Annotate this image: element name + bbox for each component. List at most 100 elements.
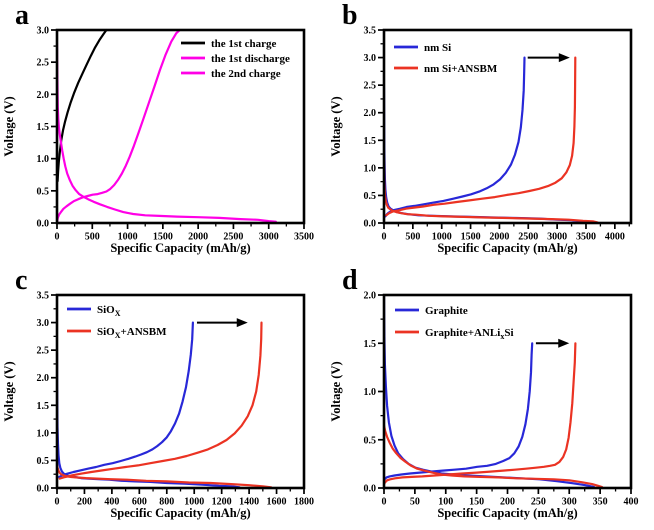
y-tick-label: 1.5 — [37, 122, 50, 133]
x-tick-label: 0 — [382, 497, 387, 508]
plot-frame — [55, 293, 306, 490]
major-ticks — [378, 29, 616, 229]
legend-label: SiOX+ANSBM — [97, 326, 167, 340]
chart-a-canvas: 0 500 1000 1500 2000 2500 3000 3500 0.0 0.5 1.0 1.5… — [2, 26, 315, 256]
y-tick-label: 1.0 — [364, 163, 377, 174]
x-tick-label: 1000 — [184, 497, 204, 508]
y-tick-label: 3.5 — [364, 26, 377, 37]
x-tick-label: 2000 — [489, 232, 509, 243]
series-nm-si-discharge — [383, 86, 586, 224]
x-tick-label: 0 — [55, 232, 60, 243]
legend: nm Si nm Si+ANSBM — [394, 42, 498, 75]
x-tick-label: 1400 — [239, 497, 259, 508]
legend-label: the 2nd charge — [211, 68, 281, 80]
y-tick-label: 2.5 — [37, 58, 50, 69]
x-tick-label: 4000 — [605, 232, 625, 243]
y-tick-label: 0.0 — [364, 219, 377, 230]
panel-c-letter: c — [15, 265, 28, 296]
x-tick-label: 1600 — [267, 497, 287, 508]
panel-d: 0 50 100 150 200 250 300 350 400 0.0 0.5 1.0 1.5 2.0 G… — [327, 265, 654, 530]
series-the-1st-discharge — [56, 41, 277, 223]
panel-c: 0 200 400 600 800 1000 1200 1400 1600 1800 0.0 0.5 1… — [0, 265, 327, 530]
plot-frame — [382, 28, 633, 225]
y-tick-label: 1.5 — [364, 339, 377, 350]
y-axis-label: Voltage (V) — [2, 361, 16, 421]
x-tick-label: 200 — [77, 497, 92, 508]
x-tick-label: 300 — [562, 497, 577, 508]
y-tick-label: 0.5 — [37, 186, 50, 197]
x-axis-label: Specific Capacity (mAh/g) — [110, 506, 250, 520]
legend: SiOX SiOX+ANSBM — [67, 304, 167, 340]
major-ticks — [51, 294, 305, 494]
x-axis-label: Specific Capacity (mAh/g) — [437, 506, 577, 520]
x-tick-label: 400 — [104, 497, 119, 508]
plot-frame — [55, 28, 306, 225]
y-axis-label: Voltage (V) — [329, 361, 343, 421]
y-tick-label: 0.0 — [364, 484, 377, 495]
minor-ticks — [380, 318, 617, 492]
x-tick-label: 350 — [593, 497, 608, 508]
y-tick-label: 0.5 — [37, 456, 50, 467]
x-tick-label: 100 — [438, 497, 453, 508]
series-the-2nd-charge — [56, 28, 181, 223]
x-tick-label: 150 — [469, 497, 484, 508]
y-axis-label: Voltage (V) — [2, 96, 16, 156]
y-tick-label: 1.0 — [37, 154, 50, 165]
x-tick-label: 2500 — [223, 232, 243, 243]
major-ticks — [378, 294, 632, 494]
capacity-increase-arrow — [196, 318, 248, 328]
x-tick-label: 3500 — [576, 232, 596, 243]
y-tick-label: 2.0 — [364, 291, 377, 302]
x-tick-label: 600 — [132, 497, 147, 508]
legend: Graphite Graphite+ANLixSi — [395, 305, 514, 341]
x-tick-label: 200 — [500, 497, 515, 508]
y-tick-label: 2.0 — [37, 90, 50, 101]
capacity-increase-arrow — [535, 338, 570, 348]
y-tick-label: 0.5 — [364, 191, 377, 202]
x-tick-label: 50 — [410, 497, 420, 508]
y-tick-label: 1.5 — [37, 401, 50, 412]
x-tick-label: 0 — [55, 497, 60, 508]
x-tick-label: 400 — [624, 497, 639, 508]
y-tick-label: 2.0 — [364, 108, 377, 119]
y-tick-label: 2.5 — [37, 346, 50, 357]
y-tick-label: 0.0 — [37, 484, 50, 495]
legend: the 1st charge the 1st discharge the 2nd c… — [181, 38, 290, 80]
x-tick-label: 250 — [531, 497, 546, 508]
x-tick-label: 500 — [405, 232, 420, 243]
panel-d-letter: d — [342, 265, 358, 296]
series-graphite-charge — [383, 342, 534, 481]
tick-labels: 0 200 400 600 800 1000 1200 1400 1600 1800 0.0 0.5 1… — [37, 291, 315, 508]
x-axis-label: Specific Capacity (mAh/g) — [437, 241, 577, 255]
series-siox-ansbm-discharge — [56, 463, 273, 489]
x-tick-label: 3000 — [547, 232, 567, 243]
legend-label: the 1st discharge — [211, 53, 290, 65]
chart-d-canvas: 0 50 100 150 200 250 300 350 400 0.0 0.5 1.0 1.5 2.0 G… — [329, 291, 639, 521]
x-tick-label: 1200 — [212, 497, 232, 508]
y-tick-label: 3.0 — [37, 318, 50, 329]
y-tick-label: 2.0 — [37, 373, 50, 384]
legend-label: nm Si+ANSBM — [424, 63, 498, 75]
series-siox-charge — [58, 321, 194, 479]
y-tick-label: 1.0 — [364, 387, 377, 398]
y-tick-label: 3.0 — [364, 53, 377, 64]
tick-labels: 0 500 1000 1500 2000 2500 3000 3500 4000 0.0 0.5 1.… — [364, 26, 625, 243]
x-tick-label: 1800 — [294, 497, 314, 508]
y-tick-label: 2.5 — [364, 81, 377, 92]
x-tick-label: 1500 — [153, 232, 173, 243]
series-siox-discharge — [56, 351, 241, 489]
y-tick-label: 3.0 — [37, 26, 50, 37]
x-tick-label: 2500 — [518, 232, 538, 243]
plot-frame — [382, 293, 633, 490]
y-tick-label: 0.0 — [37, 219, 50, 230]
legend-label: Graphite+ANLixSi — [425, 327, 514, 341]
series-nm-si-ansbm-charge — [385, 56, 577, 217]
x-tick-label: 3000 — [259, 232, 279, 243]
x-tick-label: 1000 — [118, 232, 138, 243]
y-tick-label: 1.5 — [364, 136, 377, 147]
x-tick-label: 500 — [85, 232, 100, 243]
tick-labels: 0 500 1000 1500 2000 2500 3000 3500 0.0 0.5 1.0 1.5… — [37, 26, 315, 243]
capacity-increase-arrow — [527, 53, 570, 63]
x-axis-label: Specific Capacity (mAh/g) — [110, 241, 250, 255]
